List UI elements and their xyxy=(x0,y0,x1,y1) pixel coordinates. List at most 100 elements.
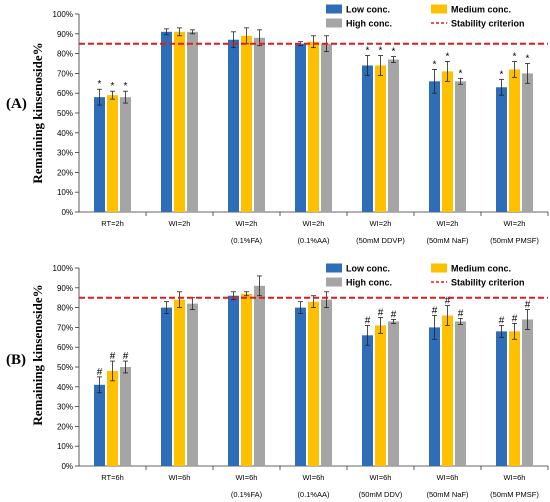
p1-bar-low xyxy=(429,327,440,466)
p1-ytick-label: 20% xyxy=(57,422,73,431)
p0-category-sublabel: (0.1%AA) xyxy=(297,236,330,245)
p0-bar-high xyxy=(388,59,399,212)
p0-bar-medium xyxy=(241,35,252,212)
p1-ytick-label: 70% xyxy=(57,323,73,332)
p0-ytick-label: 30% xyxy=(57,149,73,158)
p1-ytick-label: 30% xyxy=(57,403,73,412)
p1-bar-high xyxy=(254,285,265,466)
p0-significance-mark: * xyxy=(111,81,115,92)
p0-ytick-label: 50% xyxy=(57,109,73,118)
p0-bar-high xyxy=(522,73,533,213)
p1-ytick-label: 60% xyxy=(57,343,73,352)
legend-swatch-medium xyxy=(431,263,447,273)
p0-ytick-label: 80% xyxy=(57,50,73,59)
p1-significance-mark: # xyxy=(391,309,397,320)
p0-ytick-label: 100% xyxy=(53,10,73,19)
panel-a: (A) Remaining kinsenoside% 0% 10% 20% 30% 40… xyxy=(6,4,549,245)
p1-category-sublabel: (0.1%AA) xyxy=(297,490,330,499)
p1-category-label: WI=6h xyxy=(169,473,191,482)
p1-bar-medium xyxy=(174,299,185,466)
p1-category-sublabel: (50mM PMSF) xyxy=(490,490,539,499)
p1-bar-medium xyxy=(107,370,118,466)
legend-label-medium: Medium conc. xyxy=(451,264,511,274)
p1-significance-mark: # xyxy=(378,308,384,319)
p1-ytick-label: 50% xyxy=(57,363,73,372)
p0-significance-mark: * xyxy=(124,81,128,92)
p1-category-label: WI=6h xyxy=(370,473,392,482)
p1-bar-medium xyxy=(308,301,319,466)
p1-significance-mark: # xyxy=(365,315,371,326)
legend-label-high: High conc. xyxy=(346,278,392,288)
legend-swatch-high xyxy=(326,18,342,28)
p1-bar-medium xyxy=(509,331,520,466)
p0-category-sublabel: (50mM NaF) xyxy=(426,236,469,245)
p1-bar-high xyxy=(120,367,131,466)
panel-a-plot: 0% 10% 20% 30% 40% 50% 60% 70% 80% 90% 100% RT=2h * *… xyxy=(53,10,549,245)
p1-significance-mark: # xyxy=(97,367,103,378)
p0-significance-mark: * xyxy=(459,68,463,79)
p1-bar-high xyxy=(455,321,466,466)
panel-b-plot: 0% 10% 20% 30% 40% 50% 60% 70% 80% 90% 100% RT=6h # #… xyxy=(53,264,549,499)
p1-bar-low xyxy=(94,384,105,466)
p0-category-label: WI=2h xyxy=(370,219,392,228)
p1-bar-low xyxy=(496,331,507,466)
p0-category-sublabel: (50mM DDVP) xyxy=(356,236,405,245)
p1-significance-mark: # xyxy=(458,308,464,319)
p0-category-label: RT=2h xyxy=(101,219,124,228)
panel-b: (B) Remaining kinsenoside% 0% 10% 20% 30% 40… xyxy=(6,263,549,499)
p1-ytick-label: 40% xyxy=(57,383,73,392)
p1-significance-mark: # xyxy=(525,300,531,311)
p1-category-label: RT=6h xyxy=(101,473,124,482)
p0-category-label: WI=2h xyxy=(236,219,258,228)
legend-swatch-medium xyxy=(431,4,447,14)
p0-bar-medium xyxy=(375,65,386,212)
p0-significance-mark: * xyxy=(392,47,396,58)
p0-bar-low xyxy=(295,43,306,213)
p1-significance-mark: # xyxy=(445,296,451,307)
p0-category-label: WI=2h xyxy=(437,219,459,228)
p1-bar-low xyxy=(228,295,239,466)
legend-swatch-high xyxy=(326,277,342,287)
legend-label-low: Low conc. xyxy=(346,5,390,15)
p1-bar-high xyxy=(522,319,533,466)
p1-category-sublabel: (0.1%FA) xyxy=(231,490,263,499)
p1-significance-mark: # xyxy=(512,313,518,324)
p1-category-sublabel: (50mM DDV) xyxy=(359,490,403,499)
p1-category-label: WI=6h xyxy=(437,473,459,482)
p1-ytick-label: 0% xyxy=(61,462,73,471)
p0-bar-medium xyxy=(308,41,319,212)
panel-b-ylabel: Remaining kinsenoside% xyxy=(30,284,45,425)
p1-category-label: WI=6h xyxy=(236,473,258,482)
p1-category-sublabel: (50mM NaF) xyxy=(426,490,469,499)
p0-significance-mark: * xyxy=(366,46,370,57)
p0-significance-mark: * xyxy=(500,69,504,80)
p1-bar-low xyxy=(161,307,172,466)
p0-significance-mark: * xyxy=(513,52,517,63)
p0-bar-high xyxy=(187,31,198,212)
p0-bar-low xyxy=(496,87,507,212)
p0-bar-low xyxy=(429,81,440,212)
p1-bar-medium xyxy=(375,325,386,466)
panel-b-label: (B) xyxy=(6,352,26,368)
p1-ytick-label: 10% xyxy=(57,442,73,451)
p0-bar-high xyxy=(455,81,466,212)
p1-bar-high xyxy=(187,303,198,466)
p1-ytick-label: 80% xyxy=(57,304,73,313)
p0-category-label: WI=2h xyxy=(303,219,325,228)
p0-bar-low xyxy=(161,31,172,212)
p1-bar-medium xyxy=(442,315,453,466)
panel-a-label: (A) xyxy=(6,96,27,112)
panel-a-legend: Low conc. Medium conc. High conc. Stability… xyxy=(326,4,525,29)
p0-ytick-label: 20% xyxy=(57,168,73,177)
p0-significance-mark: * xyxy=(98,79,102,90)
p0-bar-medium xyxy=(509,69,520,212)
p1-bar-high xyxy=(388,321,399,466)
legend-label-criterion: Stability criterion xyxy=(451,278,525,288)
p0-bar-medium xyxy=(442,71,453,212)
p1-significance-mark: # xyxy=(499,315,505,326)
p1-bar-low xyxy=(362,335,373,466)
p1-significance-mark: # xyxy=(110,351,116,362)
legend-label-high: High conc. xyxy=(346,19,392,29)
p1-bar-medium xyxy=(241,293,252,466)
